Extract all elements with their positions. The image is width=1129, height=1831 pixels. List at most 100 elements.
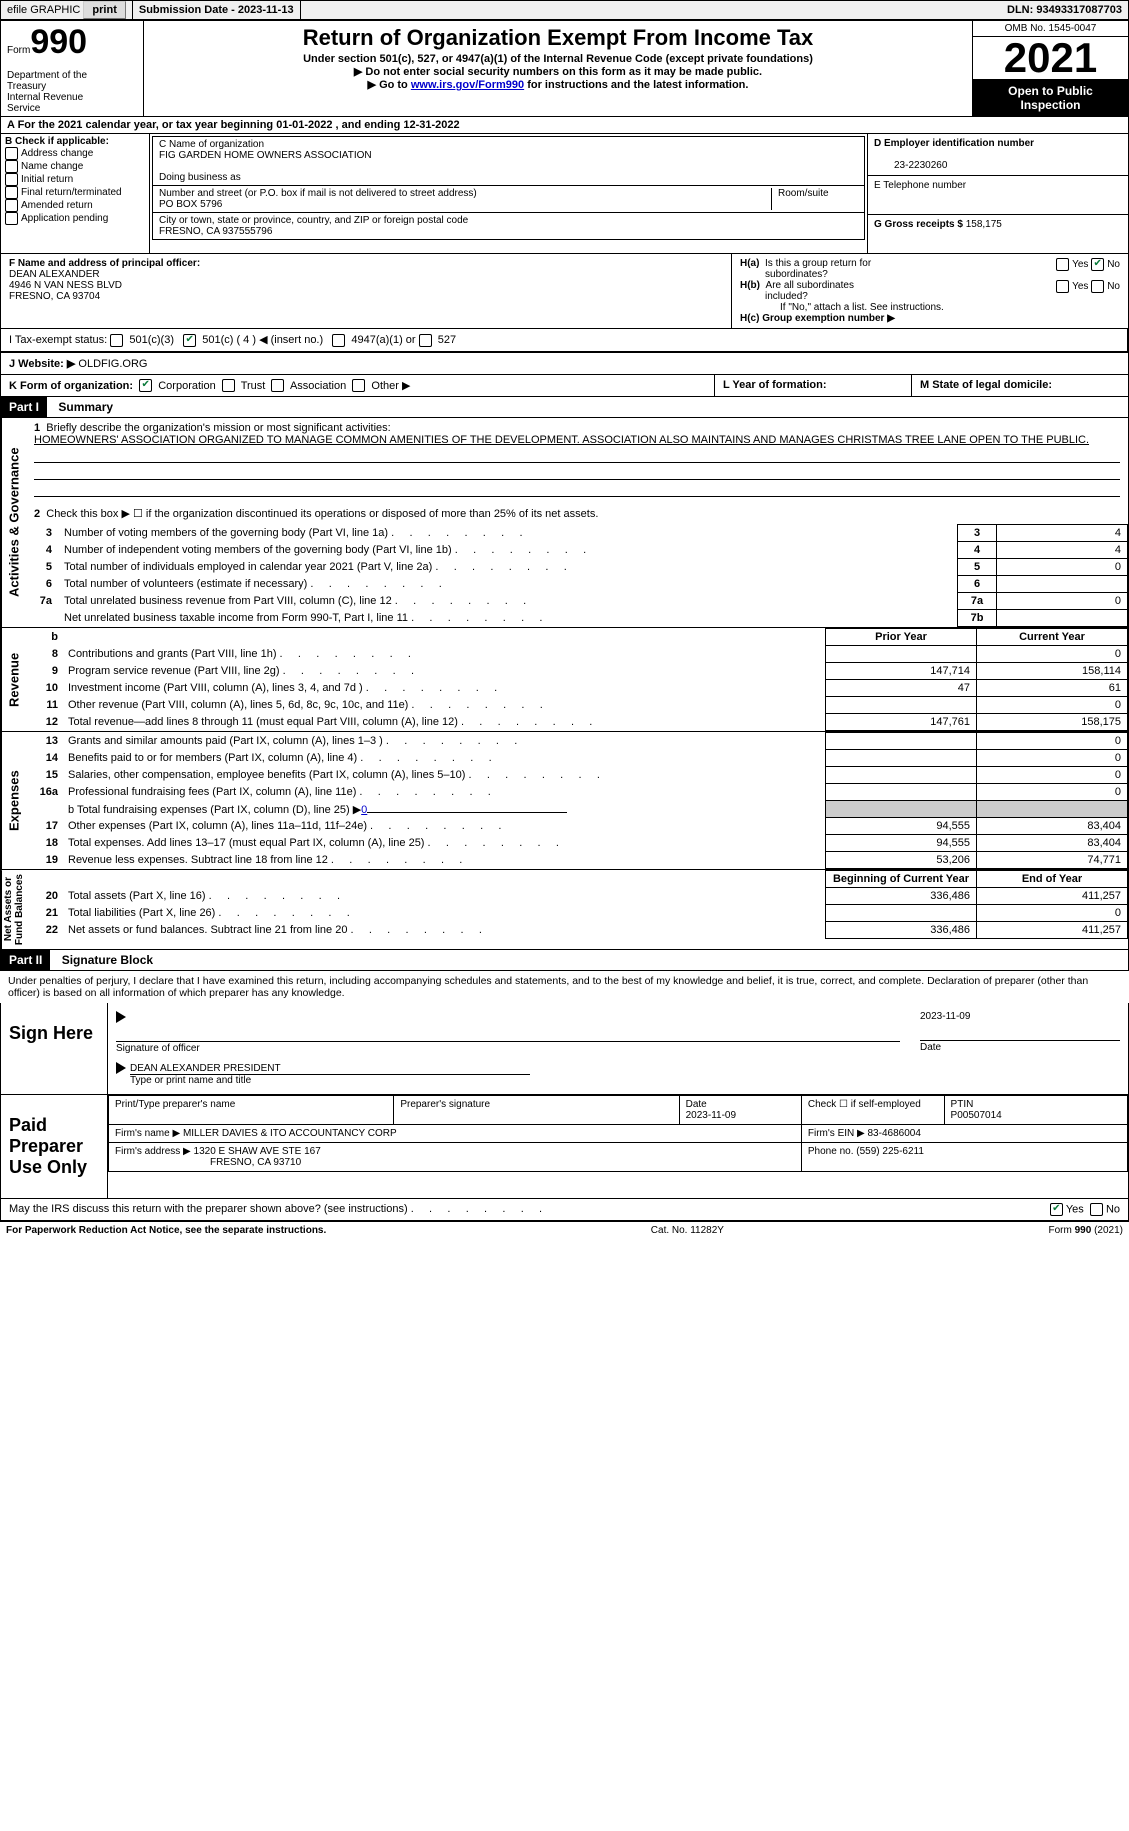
cb-other[interactable] <box>352 379 365 392</box>
dept-treasury: Department of theTreasuryInternal Revenu… <box>7 70 87 114</box>
discuss-no-label: No <box>1106 1203 1120 1215</box>
firm-addr2: FRESNO, CA 93710 <box>115 1157 301 1168</box>
checkbox-app-pending[interactable] <box>5 212 18 225</box>
hb-no[interactable] <box>1091 280 1104 293</box>
open-to-public: Open to PublicInspection <box>973 80 1128 116</box>
print-button[interactable]: print <box>83 1 125 19</box>
part1-header: Part I <box>1 397 47 417</box>
org-address: PO BOX 5796 <box>159 199 222 210</box>
state-domicile-label: M State of legal domicile: <box>920 379 1052 391</box>
cb-4947[interactable] <box>332 334 345 347</box>
prep-sig-label: Preparer's signature <box>400 1099 490 1110</box>
vlabel-net-assets: Net Assets orFund Balances <box>1 870 26 949</box>
tax-year: 2021 <box>973 37 1128 80</box>
net-assets-block: Net Assets orFund Balances Beginning of … <box>0 870 1129 950</box>
ha-label: H(a) Is this a group return for subordin… <box>740 258 871 280</box>
sig-date: 2023-11-09 <box>920 1011 970 1022</box>
goto-pre: ▶ Go to <box>368 79 411 91</box>
firm-addr-label: Firm's address ▶ <box>115 1146 194 1157</box>
label-527: 527 <box>438 334 456 346</box>
col-b-checkboxes: B Check if applicable: Address change Na… <box>1 134 150 253</box>
cb-corp[interactable] <box>139 379 152 392</box>
firm-name-label: Firm's name ▶ <box>115 1128 183 1139</box>
firm-ein: 83-4686004 <box>868 1128 921 1139</box>
label-other: Other ▶ <box>371 380 410 392</box>
cb-trust[interactable] <box>222 379 235 392</box>
pra-notice: For Paperwork Reduction Act Notice, see … <box>6 1225 326 1236</box>
firm-addr1: 1320 E SHAW AVE STE 167 <box>194 1146 321 1157</box>
firm-ein-label: Firm's EIN ▶ <box>808 1128 868 1139</box>
row-j: J Website: ▶ OLDFIG.ORG <box>0 353 1129 375</box>
cb-501c3[interactable] <box>110 334 123 347</box>
ein-label: D Employer identification number <box>874 138 1034 149</box>
hb-yes-label: Yes <box>1072 281 1088 292</box>
label-app-pending: Application pending <box>21 213 108 224</box>
sign-here-label: Sign Here <box>1 1003 108 1094</box>
discuss-no[interactable] <box>1090 1203 1103 1216</box>
label-trust: Trust <box>241 380 266 392</box>
discuss-label: May the IRS discuss this return with the… <box>9 1203 408 1215</box>
ha-yes[interactable] <box>1056 258 1069 271</box>
top-bar: efile GRAPHIC print Submission Date - 20… <box>0 0 1129 20</box>
org-name: FIG GARDEN HOME OWNERS ASSOCIATION <box>159 150 372 161</box>
py-header: Prior Year <box>826 629 977 646</box>
hb-note: If "No," attach a list. See instructions… <box>740 302 1120 313</box>
ha-no-label: No <box>1107 259 1120 270</box>
form-title: Return of Organization Exempt From Incom… <box>148 25 968 51</box>
line2-text: Check this box ▶ ☐ if the organization d… <box>46 508 598 520</box>
label-final-return: Final return/terminated <box>21 187 122 198</box>
row-a-pre: A For the 2021 calendar year, or tax yea… <box>7 119 276 131</box>
cb-527[interactable] <box>419 334 432 347</box>
ha-no[interactable] <box>1091 258 1104 271</box>
officer-addr1: 4946 N VAN NESS BLVD <box>9 280 122 291</box>
form-org-label: K Form of organization: <box>9 380 133 392</box>
addr-label: Number and street (or P.O. box if mail i… <box>159 188 477 199</box>
type-name-label: Type or print name and title <box>116 1075 251 1086</box>
preparer-table: Print/Type preparer's name Preparer's si… <box>108 1095 1128 1172</box>
cb-501c[interactable] <box>183 334 196 347</box>
label-501c: 501(c) ( 4 ) ◀ (insert no.) <box>202 334 323 346</box>
col-c-name-address: C Name of organizationFIG GARDEN HOME OW… <box>150 134 868 253</box>
vlabel-expenses: Expenses <box>1 732 26 869</box>
tel-label: E Telephone number <box>874 180 966 191</box>
cb-assoc[interactable] <box>271 379 284 392</box>
phone-label: Phone no. <box>808 1146 856 1157</box>
col-d-ein: D Employer identification number23-22302… <box>868 134 1128 253</box>
officer-addr2: FRESNO, CA 93704 <box>9 291 100 302</box>
label-assoc: Association <box>290 380 346 392</box>
arrow-icon <box>116 1011 126 1023</box>
checkbox-final-return[interactable] <box>5 186 18 199</box>
line1-text: HOMEOWNERS' ASSOCIATION ORGANIZED TO MAN… <box>34 434 1089 446</box>
check-self: Check ☐ if self-employed <box>808 1099 921 1110</box>
goto-post: for instructions and the latest informat… <box>524 79 748 91</box>
part2-title: Signature Block <box>54 953 153 967</box>
net-assets-table: Beginning of Current YearEnd of Year 20T… <box>26 870 1128 939</box>
row-a-mid: , and ending <box>332 119 403 131</box>
paid-preparer-block: PaidPreparerUse Only Print/Type preparer… <box>0 1095 1129 1199</box>
label-name-change: Name change <box>21 161 83 172</box>
col-b-title: B Check if applicable: <box>5 136 109 147</box>
checkbox-address-change[interactable] <box>5 147 18 160</box>
ha-yes-label: Yes <box>1072 259 1088 270</box>
row-i-j: I Tax-exempt status: 501(c)(3) 501(c) ( … <box>0 329 1129 353</box>
expenses-table: 13Grants and similar amounts paid (Part … <box>26 732 1128 869</box>
paid-prep-label: PaidPreparerUse Only <box>1 1095 108 1198</box>
boy-header: Beginning of Current Year <box>826 871 977 888</box>
expenses-block: Expenses 13Grants and similar amounts pa… <box>0 732 1129 870</box>
part2-bar: Part II Signature Block <box>0 950 1129 971</box>
checkbox-name-change[interactable] <box>5 160 18 173</box>
org-city: FRESNO, CA 937555796 <box>159 226 272 237</box>
checkbox-initial-return[interactable] <box>5 173 18 186</box>
discuss-yes[interactable] <box>1050 1203 1063 1216</box>
hc-label: H(c) Group exemption number ▶ <box>740 313 1120 324</box>
gross-label: G Gross receipts $ <box>874 219 966 230</box>
row-a-tax-year: A For the 2021 calendar year, or tax yea… <box>0 117 1129 134</box>
checkbox-amended[interactable] <box>5 199 18 212</box>
hb-yes[interactable] <box>1056 280 1069 293</box>
dln-value: 93493317087703 <box>1036 4 1122 16</box>
penalties-text: Under penalties of perjury, I declare th… <box>0 971 1129 1003</box>
part1-title: Summary <box>50 400 113 414</box>
sig-date-label: Date <box>920 1042 941 1053</box>
irs-link[interactable]: www.irs.gov/Form990 <box>411 79 524 91</box>
line16b-val[interactable]: 0 <box>361 804 367 816</box>
